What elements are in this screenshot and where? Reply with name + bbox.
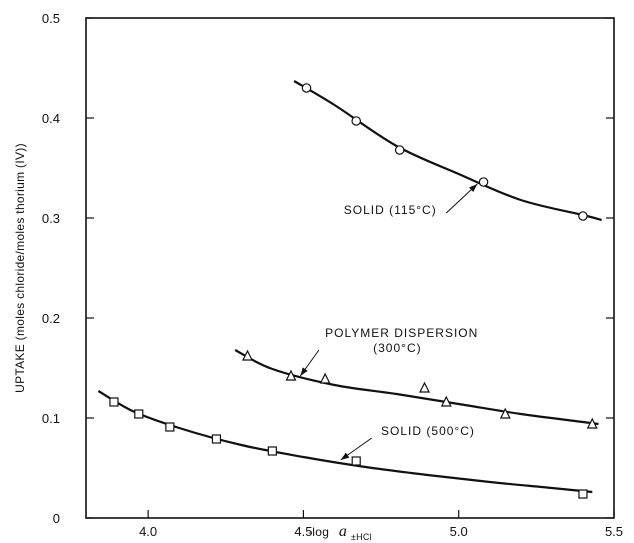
y-axis-label: UPTAKE (moles chloride/moles thorium (IV… <box>13 143 27 393</box>
y-tick-label: 0.3 <box>42 211 60 226</box>
square-marker <box>109 397 119 407</box>
circle-marker <box>351 116 362 126</box>
annotation-arrowhead <box>469 184 478 193</box>
x-tick-label: 4.5 <box>294 524 312 539</box>
circle-marker <box>301 83 312 93</box>
axis-ticks: 4.0 4.5 5.0 5.5 0 0.1 0.2 0.3 0.4 0.5 <box>42 11 623 539</box>
triangle-marker <box>319 372 331 384</box>
plot-frame <box>85 17 615 519</box>
triangle-marker <box>499 407 511 419</box>
annotation-label: SOLID (500°C) <box>381 424 475 438</box>
annotation-label: (300°C) <box>373 341 421 355</box>
triangle-marker <box>419 381 431 393</box>
triangle-marker <box>440 395 452 407</box>
triangle-marker <box>285 369 297 381</box>
triangle-marker <box>242 349 253 361</box>
y-tick-label: 0.1 <box>42 411 60 426</box>
x-tick-label: 4.0 <box>139 524 157 539</box>
annotation-label: POLYMER DISPERSION <box>325 326 478 340</box>
y-tick-label: 0 <box>53 511 60 526</box>
square-marker <box>211 434 222 444</box>
series-annotations: SOLID (115°C) POLYMER DISPERSION(300°C) SO… <box>299 183 478 461</box>
x-axis-label-prefix: -log <box>308 525 329 539</box>
triangle-marker <box>586 417 598 429</box>
series-1-curve <box>234 349 599 426</box>
x-axis-label-var: a <box>339 523 347 540</box>
square-marker <box>134 409 144 419</box>
circle-marker <box>478 177 489 187</box>
y-tick-label: 0.5 <box>42 11 60 26</box>
annotation-arrowhead <box>340 452 350 460</box>
data-markers <box>109 83 598 499</box>
x-axis-label-sub: ±HCl <box>351 532 372 542</box>
circle-marker <box>578 211 588 221</box>
x-tick-label: 5.0 <box>450 524 468 539</box>
y-tick-label: 0.4 <box>42 111 60 126</box>
x-axis-label: -log a ±HCl <box>308 523 372 542</box>
annotation-label: SOLID (115°C) <box>344 203 437 217</box>
square-marker <box>578 489 588 499</box>
square-marker <box>165 422 175 432</box>
square-marker <box>267 446 277 456</box>
series-2-curve <box>97 390 593 494</box>
annotation-arrowhead <box>300 367 308 376</box>
y-tick-label: 0.2 <box>42 311 60 326</box>
square-marker <box>351 456 361 466</box>
series-0-curve <box>293 80 602 222</box>
circle-marker <box>394 145 405 155</box>
x-tick-label: 5.5 <box>605 524 623 539</box>
